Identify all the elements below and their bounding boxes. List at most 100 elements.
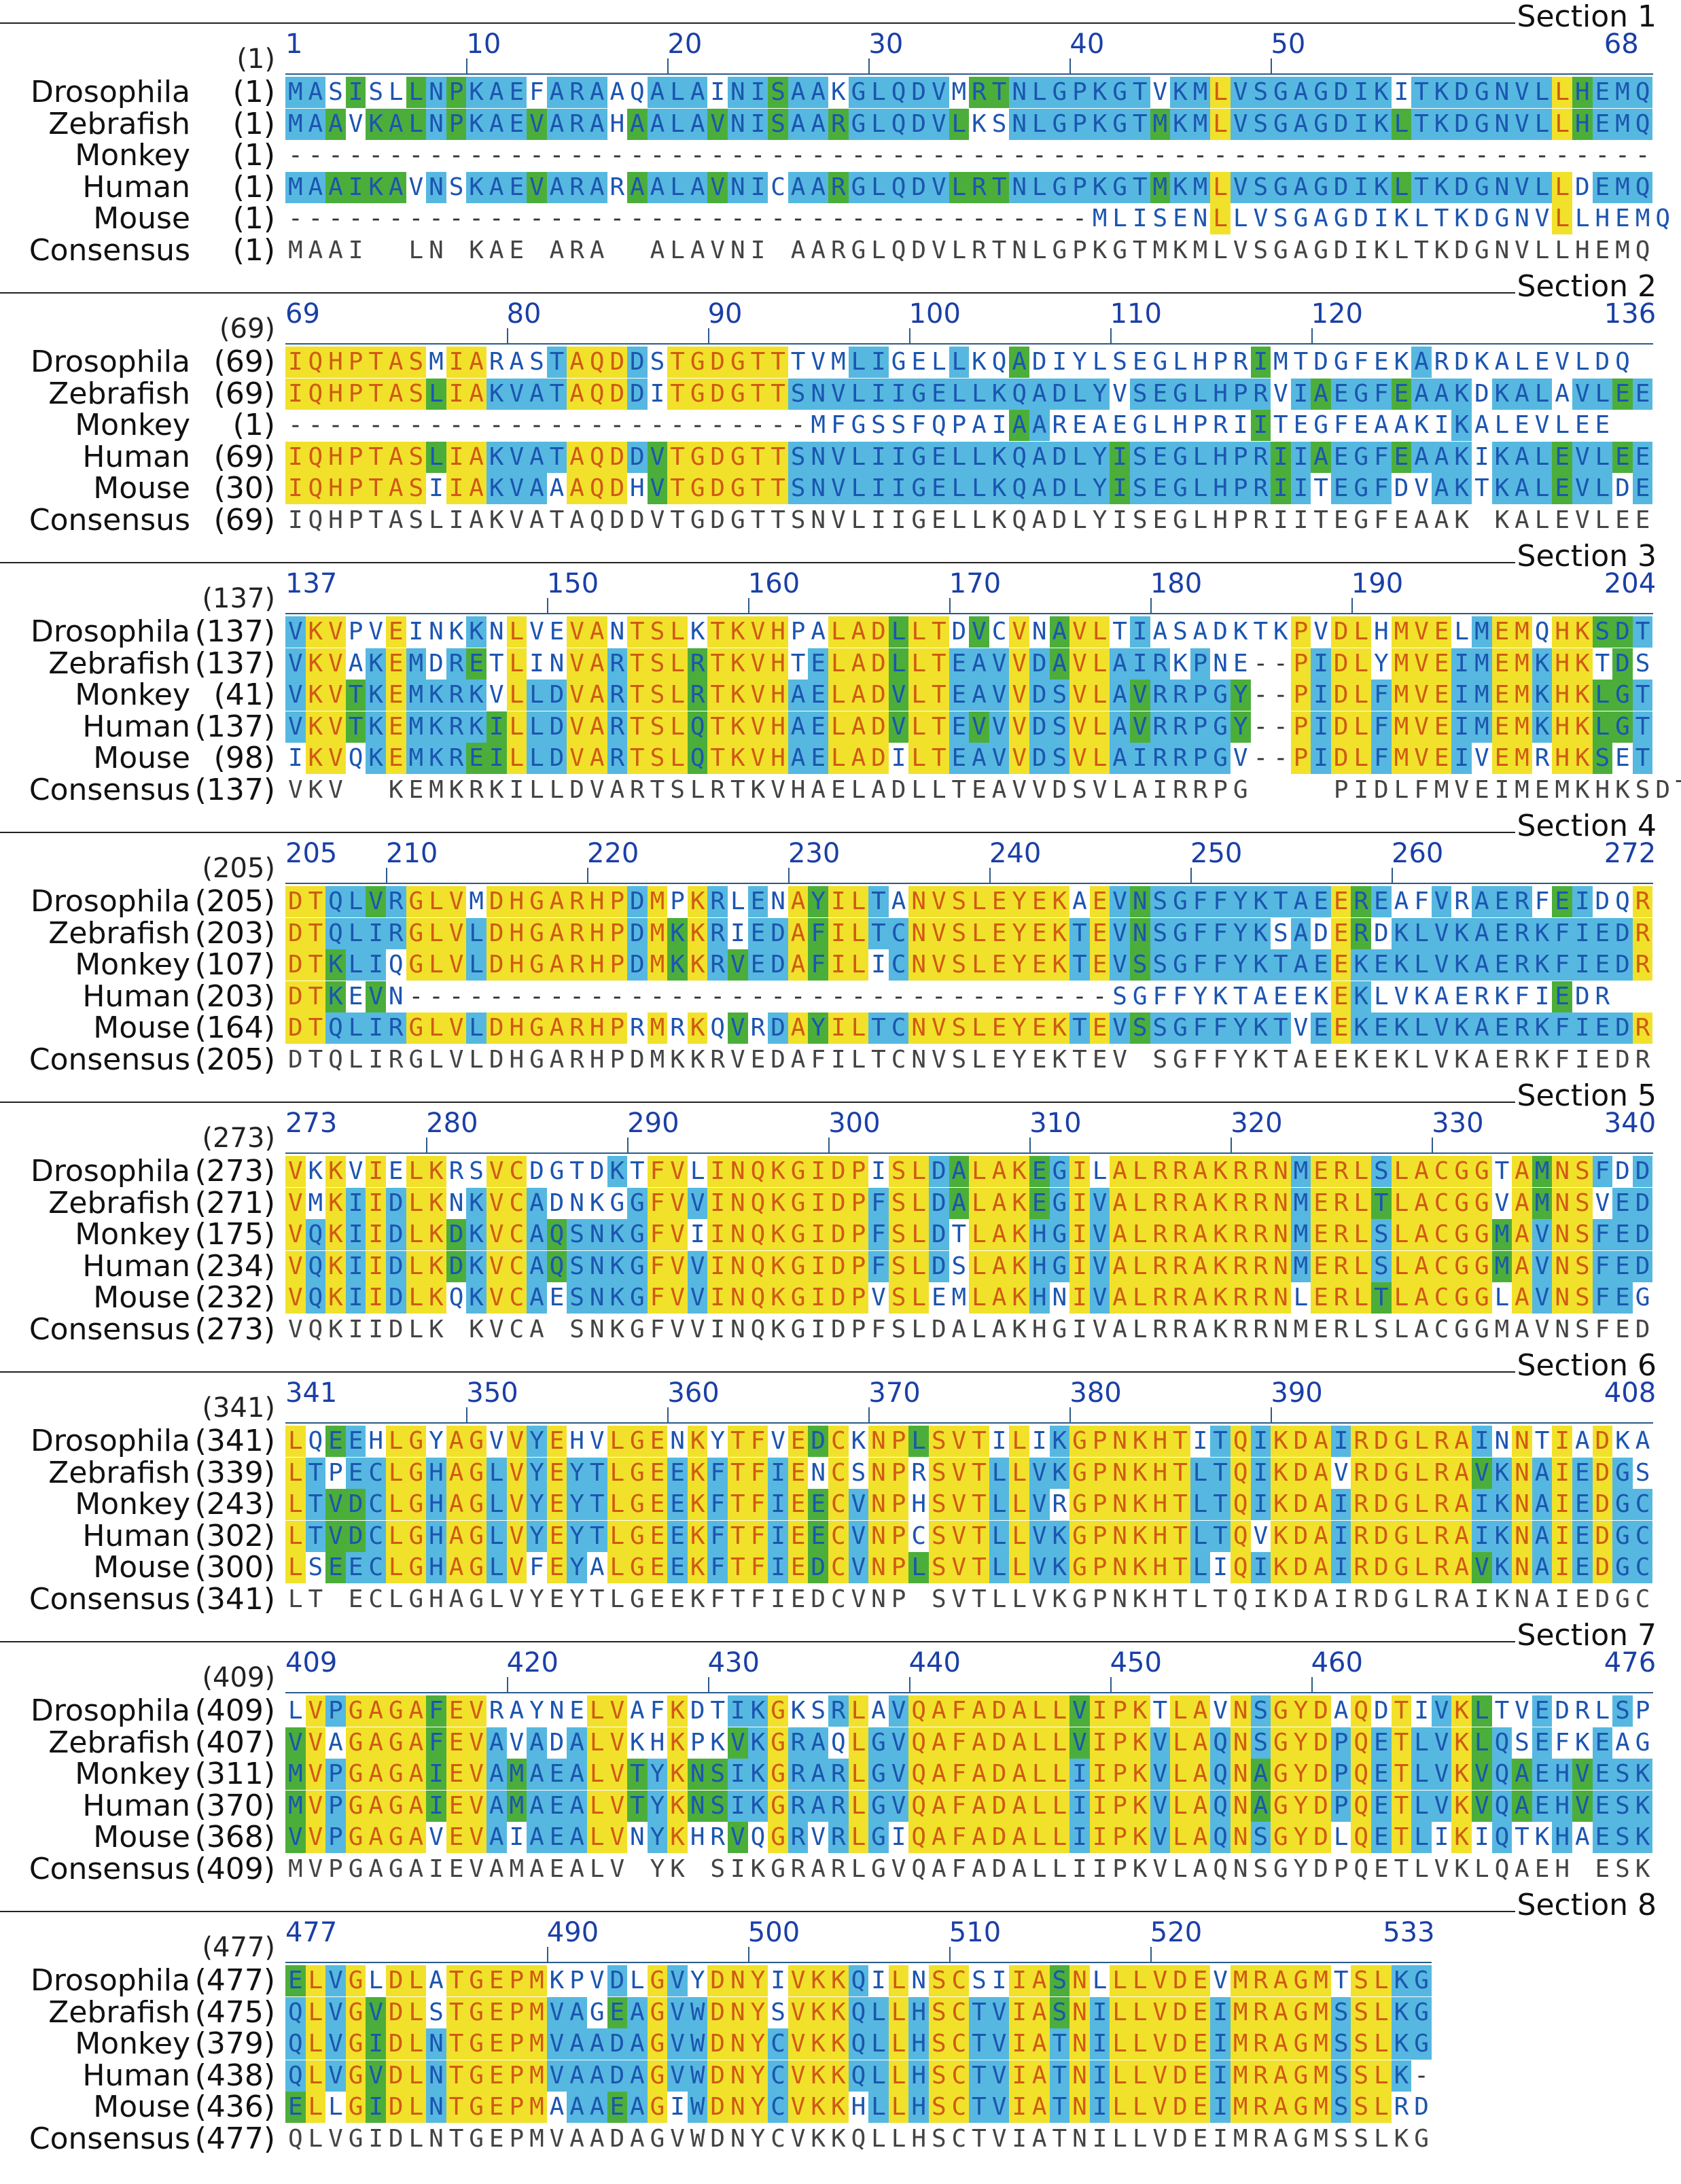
residue: L [1031,1854,1047,1883]
residue: E [1592,917,1613,949]
residue: M [1615,236,1630,264]
residue: E [1391,441,1412,473]
residue: M [647,917,668,949]
residue: H [768,616,788,648]
residue: P [1290,616,1311,648]
residue: E [1574,1585,1590,1613]
residue: - [549,141,565,169]
residue: C [1431,1187,1452,1219]
residue: K [1273,1585,1288,1613]
residue: M [406,743,427,774]
residue: L [1371,1996,1392,2028]
residue: I [368,1045,384,1074]
residue: E [1029,1187,1050,1219]
residue: R [1250,1219,1271,1250]
residue: A [1110,1282,1130,1314]
sequence-name: Zebrafish [48,376,190,411]
residue: V [1592,1187,1613,1219]
residue: E [1612,743,1633,774]
residue: G [1612,1457,1633,1489]
residue: L [908,1282,929,1314]
residue: L [1089,648,1110,680]
ruler-tick-label: 320 [1231,1108,1283,1139]
residue: - [630,411,645,439]
residue: I [707,77,728,108]
residue: A [808,1790,829,1822]
residue: Q [328,1045,343,1074]
residue: R [828,1790,849,1822]
residue: L [489,1585,504,1613]
residue: D [1451,108,1472,140]
residue: A [569,1854,584,1883]
residue: R [1170,1187,1190,1219]
sequence-start-position: (98) [213,741,275,775]
residue: C [768,2060,788,2092]
sequence-start-position: (1) [232,232,275,268]
residue: L [285,1520,306,1552]
residue: Q [1612,347,1633,378]
ruler-tick-label: 10 [466,29,501,60]
residue: V [446,1012,467,1044]
ruler-tick-label: 280 [426,1108,478,1139]
residue: H [325,441,346,473]
residue: - [790,141,806,169]
residue: V [1572,378,1593,410]
residue: I [1391,77,1412,108]
residue: A [1572,1822,1593,1853]
residue: L [1129,2060,1150,2092]
residue: N [1069,2060,1090,2092]
residue: L [429,1045,444,1074]
residue: N [1069,1965,1090,1996]
residue: I [446,347,467,378]
residue: T [1250,616,1271,648]
residue: E [1491,917,1512,949]
residue: - [951,982,967,1010]
residue: D [285,886,306,917]
sequence-name: Human [82,439,190,474]
residue: C [768,2028,788,2060]
residue: F [868,1187,889,1219]
residue: E [1330,917,1351,949]
sequence-row: Drosophila (341) L Q E E H L G Y A G V V Y E H V L G E N K Y T F V… [0,1426,1681,1457]
residue: - [1031,982,1047,1010]
residue: S [949,1250,970,1282]
residue: T [549,506,565,534]
residue: R [908,1457,929,1489]
residue: A [1273,2124,1288,2153]
residue: V [1572,473,1593,504]
residue: N [1230,1790,1251,1822]
residue: H [1552,743,1572,774]
residue: N [1494,236,1510,264]
residue: L [891,2124,906,2153]
residue: G [1110,171,1130,203]
residue: P [506,2028,527,2060]
residue: - [730,411,745,439]
residue: Q [848,2060,869,2092]
residue: A [1411,1156,1432,1187]
residue: S [1170,616,1190,648]
residue: V [345,1156,366,1187]
residue: E [1592,1012,1613,1044]
residue: K [1129,1489,1150,1520]
sequence-name: Consensus [29,2121,190,2156]
residue: V [951,1585,967,1613]
residue: G [388,1854,404,1883]
residue: A [1411,1250,1432,1282]
residue: E [1192,2124,1208,2153]
residue: K [1454,1854,1470,1883]
residue: Y [527,1520,547,1552]
residue: I [1552,1520,1572,1552]
ruler-start-position: (1) [236,43,275,75]
residue: Q [586,441,607,473]
residue: K [1049,949,1070,981]
ruler-tick-label: 272 [1604,838,1657,869]
residue: F [747,1426,768,1457]
residue: T [972,1585,987,1613]
residue: E [1431,616,1452,648]
residue: L [527,743,547,774]
residue: I [808,1282,829,1314]
sequence-name: Mouse [93,741,190,775]
residue: C [949,2060,970,2092]
